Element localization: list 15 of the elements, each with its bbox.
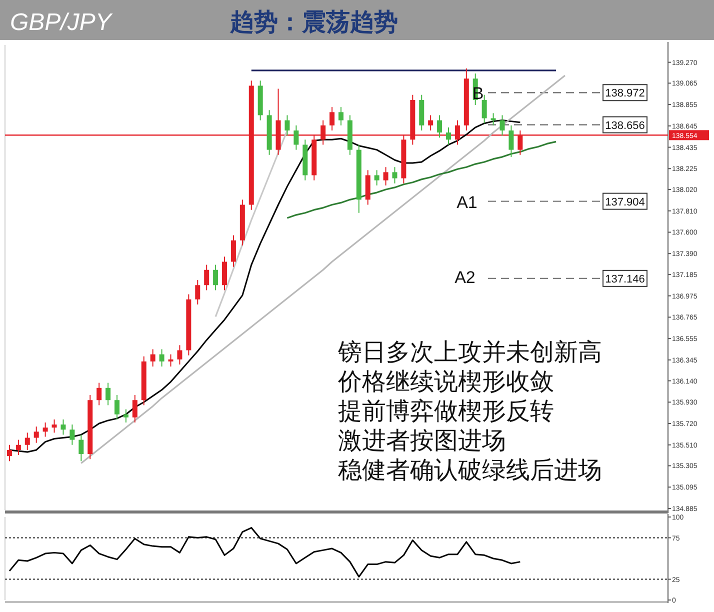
ref-line-label: 137.904 [605,196,645,208]
ref-line-label: 138.972 [605,88,645,100]
annotation: A2 [454,268,476,287]
line-series [8,527,521,578]
annotation: 镑日多次上攻并未创新高 [337,339,602,366]
ref-line-label: 138.656 [605,120,645,132]
annotation: A1 [456,193,478,212]
ref-line-label: 137.146 [605,273,645,286]
annotation: 稳健者确认破绿线后进场 [338,458,602,484]
chart-title: 趋势：震荡趋势 [229,9,398,36]
annotation: 价格继续说楔形收敛 [337,370,554,396]
chart-subtitle: GBP/JPY [10,9,114,36]
annotation: 提前博弈做楔形反转 [338,398,554,425]
annotation: 激进者按图进场 [338,428,506,454]
line-series [286,140,557,219]
